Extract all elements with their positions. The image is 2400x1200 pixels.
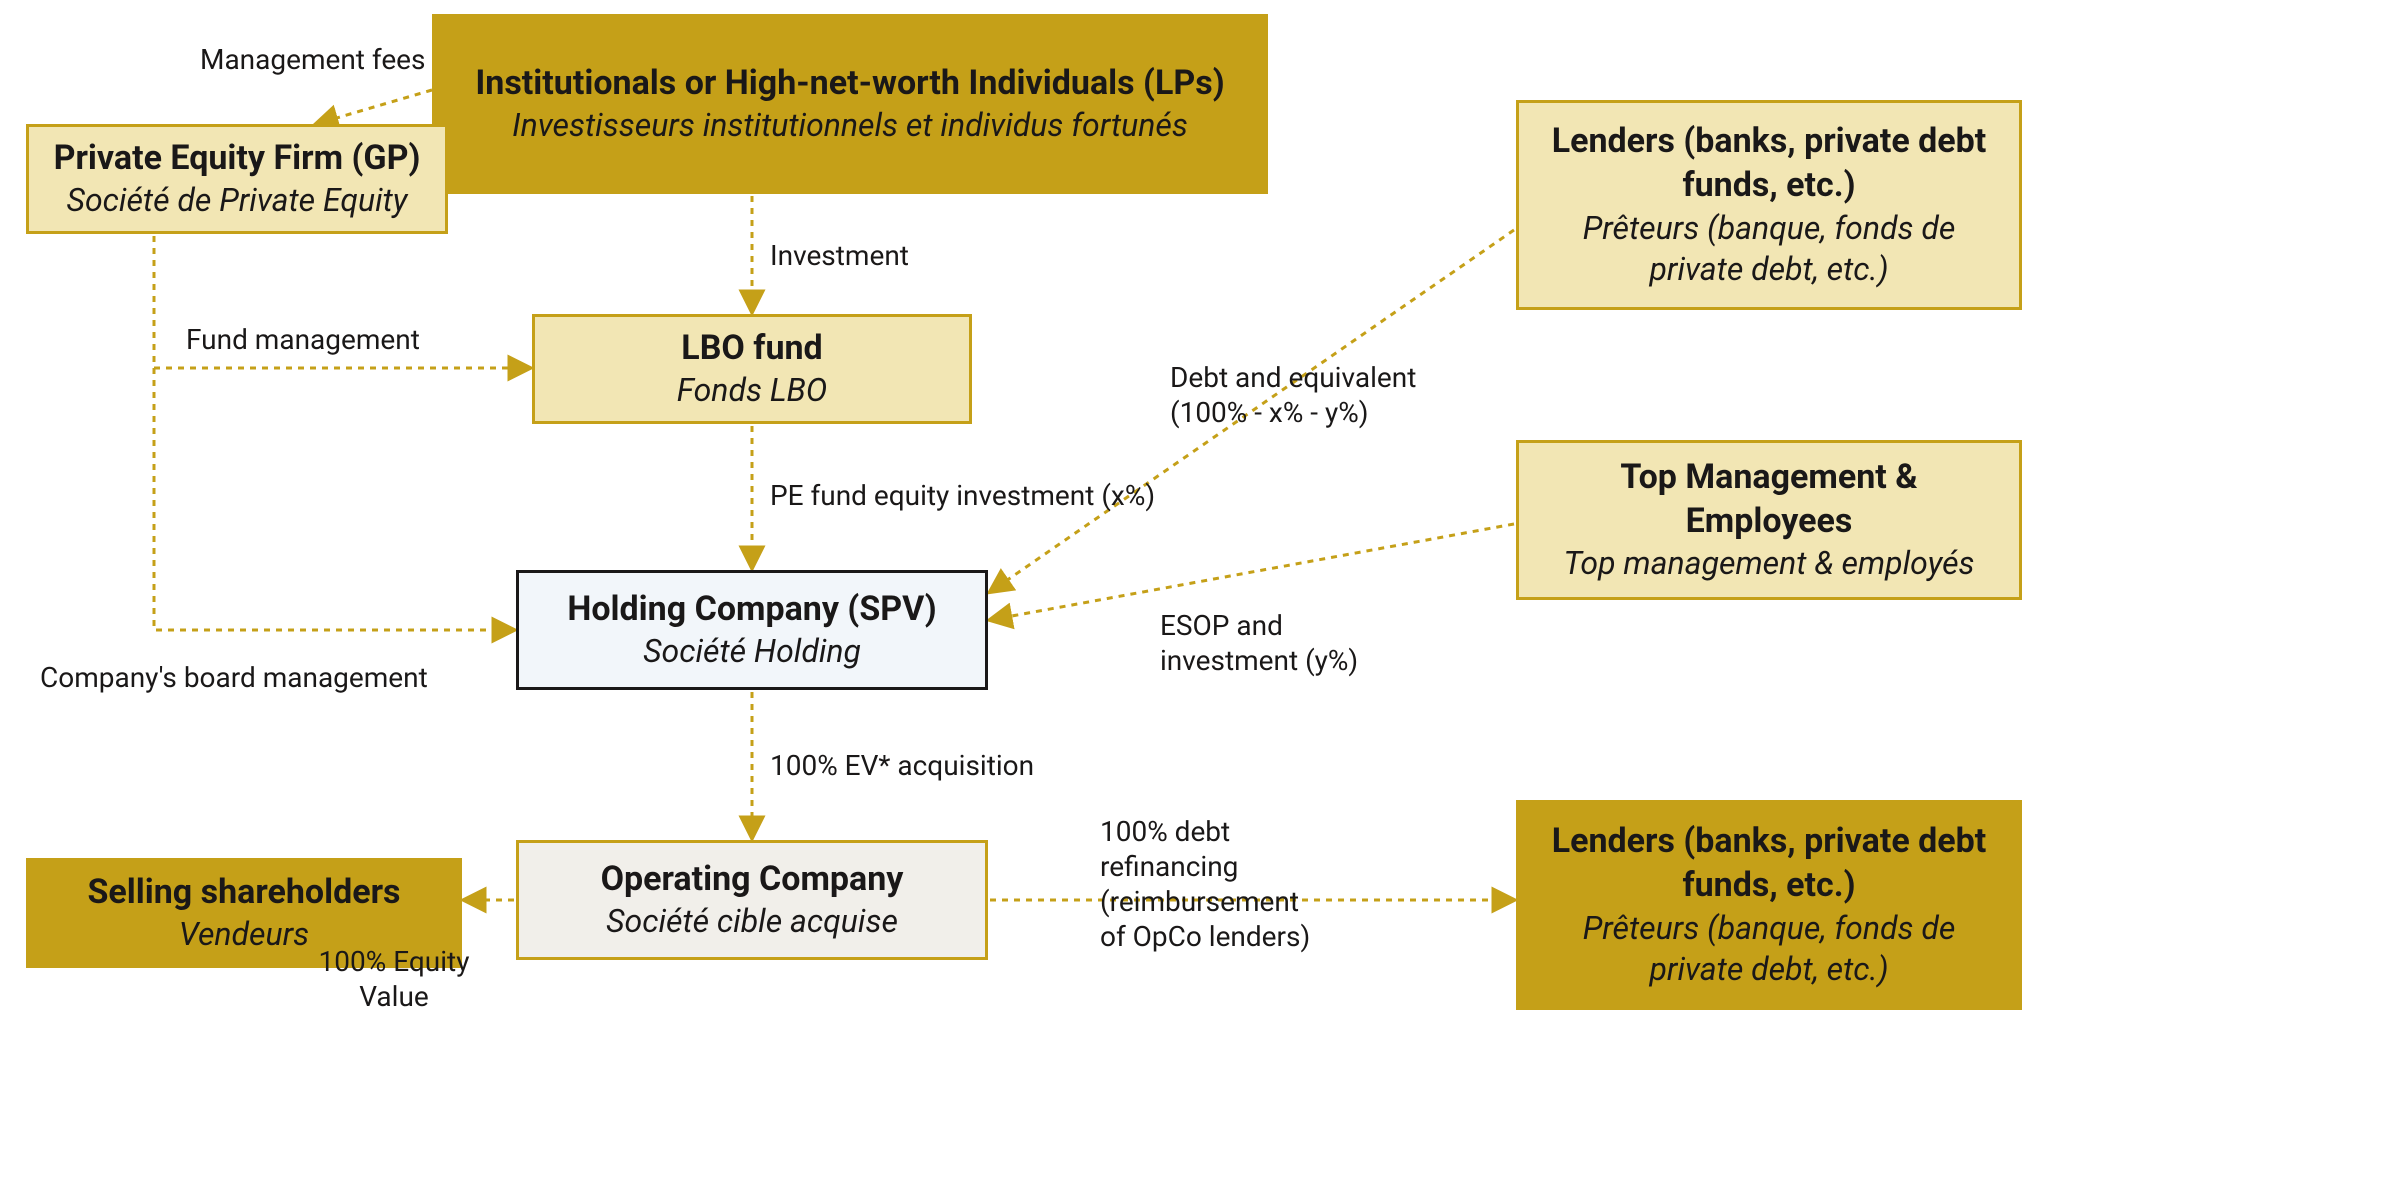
label-fund-management: Fund management (186, 322, 420, 357)
lbo-structure-diagram: Institutionals or High-net-worth Individ… (0, 0, 2400, 1200)
edge-board_mgmt (154, 368, 514, 630)
label-acquisition: 100% EV* acquisition (770, 748, 1034, 783)
node-lenders-top: Lenders (banks, private debt funds, etc.… (1516, 100, 2022, 310)
node-mgmt: Top Management & Employees Top managemen… (1516, 440, 2022, 600)
node-sellers-title: Selling shareholders (87, 870, 400, 914)
node-mgmt-title: Top Management & Employees (1539, 455, 1999, 543)
node-gp-sub: Société de Private Equity (67, 180, 408, 222)
node-lbo-title: LBO fund (681, 326, 822, 370)
label-debt: Debt and equivalent (100% - x% - y%) (1170, 360, 1416, 430)
node-lenders-top-title: Lenders (banks, private debt funds, etc.… (1539, 119, 1999, 207)
label-management-fees: Management fees (200, 42, 425, 77)
edge-mgmt_fees (316, 90, 432, 124)
node-lps-title: Institutionals or High-net-worth Individ… (475, 61, 1224, 105)
node-lenders-top-sub: Prêteurs (banque, fonds de private debt,… (1539, 208, 1999, 291)
node-spv: Holding Company (SPV) Société Holding (516, 570, 988, 690)
node-mgmt-sub: Top management & employés (1563, 543, 1974, 585)
node-lps-sub: Investisseurs institutionnels et individ… (512, 105, 1188, 147)
edge-esop (990, 524, 1514, 620)
label-pe-equity: PE fund equity investment (x%) (770, 478, 1155, 513)
label-equity-value: 100% Equity Value (319, 944, 470, 1014)
node-lbo-sub: Fonds LBO (677, 370, 827, 412)
label-investment: Investment (770, 238, 909, 273)
node-spv-sub: Société Holding (643, 631, 861, 673)
label-refinancing: 100% debt refinancing (reimbursement of … (1100, 814, 1310, 954)
node-opco: Operating Company Société cible acquise (516, 840, 988, 960)
node-spv-title: Holding Company (SPV) (567, 587, 936, 631)
node-lps: Institutionals or High-net-worth Individ… (432, 14, 1268, 194)
node-lenders-bot-title: Lenders (banks, private debt funds, etc.… (1539, 819, 1999, 907)
node-lenders-bot: Lenders (banks, private debt funds, etc.… (1516, 800, 2022, 1010)
label-esop: ESOP and investment (y%) (1160, 608, 1358, 678)
node-gp: Private Equity Firm (GP) Société de Priv… (26, 124, 448, 234)
node-opco-title: Operating Company (601, 857, 904, 901)
node-lbo: LBO fund Fonds LBO (532, 314, 972, 424)
node-gp-title: Private Equity Firm (GP) (54, 136, 421, 180)
node-lenders-bot-sub: Prêteurs (banque, fonds de private debt,… (1539, 908, 1999, 991)
label-board-management: Company's board management (40, 660, 428, 695)
node-sellers-sub: Vendeurs (179, 914, 309, 956)
node-opco-sub: Société cible acquise (606, 901, 898, 943)
